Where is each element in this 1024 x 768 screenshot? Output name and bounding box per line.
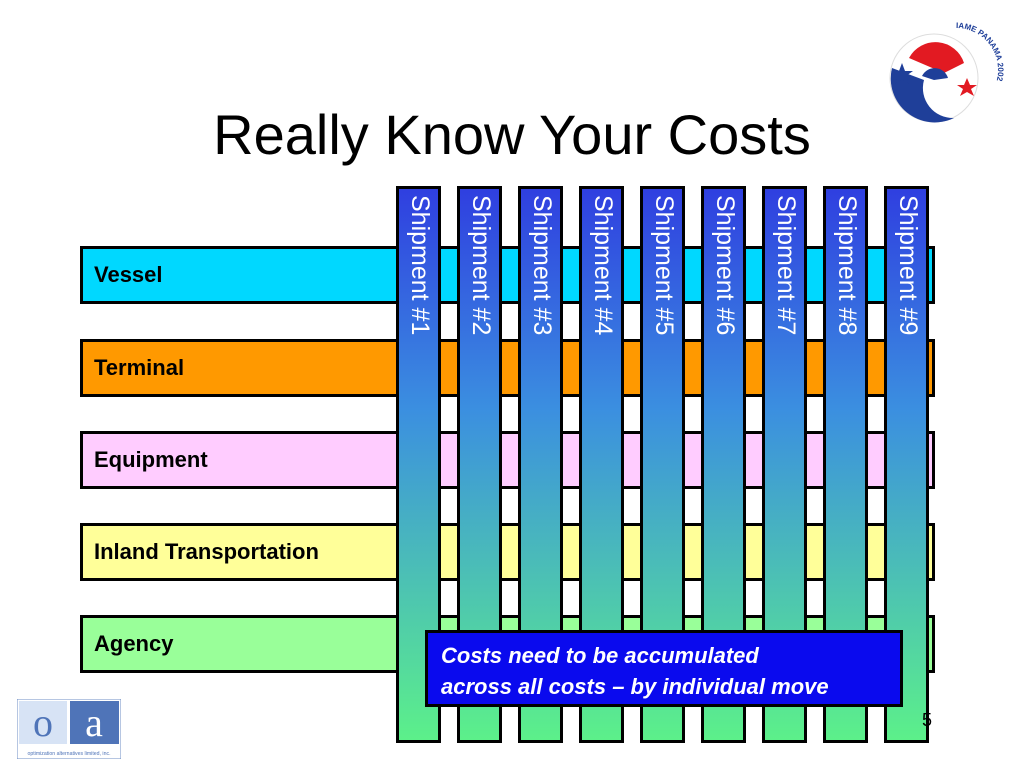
row-label: Agency — [94, 631, 174, 656]
shipment-label: Shipment #9 — [894, 195, 922, 336]
shipment-label: Shipment #5 — [650, 195, 678, 336]
slide-title: Really Know Your Costs — [213, 103, 811, 166]
note-box: Costs need to be accumulated across all … — [425, 630, 903, 707]
row-label: Inland Transportation — [94, 539, 319, 564]
logo-letter-a: a — [85, 700, 103, 745]
note-line-2: across all costs – by individual move — [441, 674, 829, 699]
shipment-label: Shipment #1 — [406, 195, 434, 336]
row-label: Vessel — [94, 262, 163, 287]
row-label: Equipment — [94, 447, 208, 472]
row-label: Terminal — [94, 355, 185, 380]
note-line-1: Costs need to be accumulated — [441, 643, 759, 668]
shipment-label: Shipment #2 — [467, 195, 495, 336]
logo-letter-o: o — [33, 700, 53, 745]
shipment-label: Shipment #6 — [711, 195, 739, 336]
page-number: 5 — [922, 710, 933, 730]
iame-panama-logo: IAME PANAMA 2002 — [889, 21, 1004, 123]
logo-tagline: optimization alternatives limited, inc. — [27, 751, 110, 757]
shipment-label: Shipment #4 — [589, 195, 617, 336]
shipment-label: Shipment #3 — [528, 195, 556, 336]
shipment-label: Shipment #8 — [833, 195, 861, 336]
oa-logo: o a optimization alternatives limited, i… — [17, 699, 121, 759]
shipment-label: Shipment #7 — [772, 195, 800, 336]
